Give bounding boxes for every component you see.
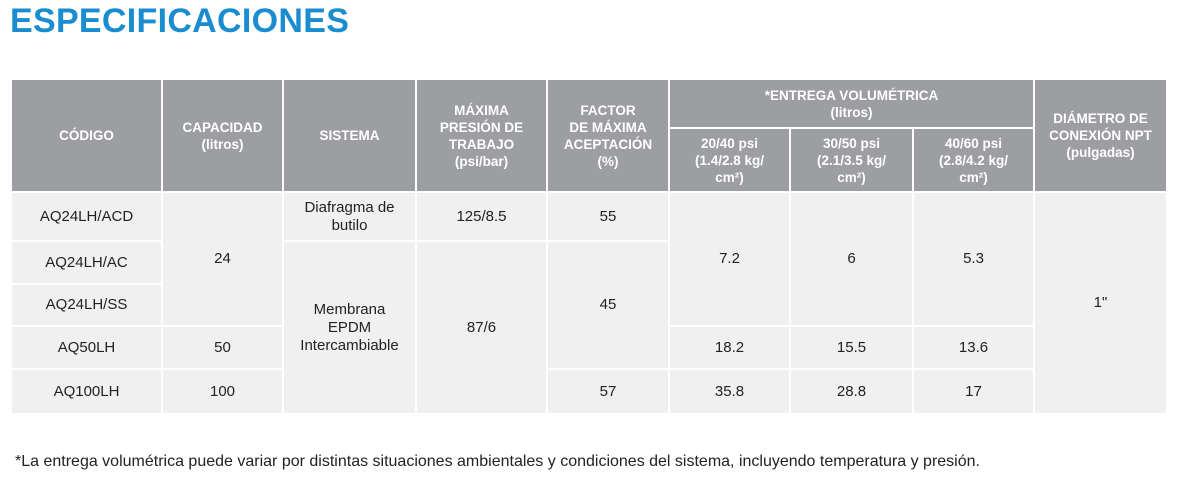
- header-cell: MÁXIMA PRESIÓN DE TRABAJO (psi/bar): [415, 78, 548, 193]
- cell: AQ24LH/AC: [10, 240, 163, 285]
- header-cell: SISTEMA: [282, 78, 417, 193]
- header-sub-cell: 40/60 psi (2.8/4.2 kg/ cm²): [912, 127, 1035, 193]
- cell: AQ50LH: [10, 325, 163, 370]
- footnote: *La entrega volumétrica puede variar por…: [15, 453, 980, 470]
- header-cell: CAPACIDAD (litros): [161, 78, 284, 193]
- cell: 125/8.5: [415, 191, 548, 242]
- cell: 57: [546, 368, 670, 415]
- cell: 50: [161, 325, 284, 370]
- header-sub-cell: 20/40 psi (1.4/2.8 kg/ cm²): [668, 127, 791, 193]
- cell: AQ100LH: [10, 368, 163, 415]
- header-sub-cell: 30/50 psi (2.1/3.5 kg/ cm²): [789, 127, 914, 193]
- header-cell: CÓDIGO: [10, 78, 163, 193]
- cell: 13.6: [912, 325, 1035, 370]
- cell: 55: [546, 191, 670, 242]
- cell: 28.8: [789, 368, 914, 415]
- cell: 18.2: [668, 325, 791, 370]
- cell: 15.5: [789, 325, 914, 370]
- cell: 45: [546, 240, 670, 370]
- cell: 100: [161, 368, 284, 415]
- cell: 1": [1033, 191, 1168, 415]
- header-cell: *ENTREGA VOLUMÉTRICA (litros): [668, 78, 1035, 129]
- cell: Membrana EPDM Intercambiable: [282, 240, 417, 415]
- cell: 5.3: [912, 191, 1035, 327]
- cell: AQ24LH/ACD: [10, 191, 163, 242]
- cell: 24: [161, 191, 284, 327]
- cell: 7.2: [668, 191, 791, 327]
- spec-table: CÓDIGO CAPACIDAD (litros) SISTEMA MÁXIMA…: [10, 78, 1168, 415]
- cell: 17: [912, 368, 1035, 415]
- cell: 87/6: [415, 240, 548, 415]
- cell: 6: [789, 191, 914, 327]
- cell: 35.8: [668, 368, 791, 415]
- title: ESPECIFICACIONES: [10, 2, 350, 40]
- header-cell: DIÁMETRO DE CONEXIÓN NPT (pulgadas): [1033, 78, 1168, 193]
- cell: Diafragma de butilo: [282, 191, 417, 242]
- cell: AQ24LH/SS: [10, 283, 163, 327]
- header-cell: FACTOR DE MÁXIMA ACEPTACIÓN (%): [546, 78, 670, 193]
